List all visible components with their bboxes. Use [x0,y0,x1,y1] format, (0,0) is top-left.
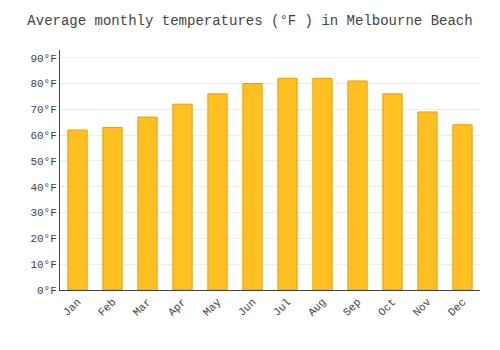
svg-text:Jan: Jan [61,296,83,318]
svg-text:Aug: Aug [306,296,328,318]
svg-text:Average monthly temperatures (: Average monthly temperatures (°F ) in Me… [27,13,472,29]
svg-text:10°F: 10°F [30,259,56,271]
svg-text:Feb: Feb [96,296,118,318]
svg-text:Mar: Mar [131,296,153,318]
svg-text:30°F: 30°F [30,207,56,219]
svg-text:Apr: Apr [166,296,188,318]
svg-text:Sep: Sep [341,296,363,318]
svg-text:Jun: Jun [236,296,258,318]
svg-text:80°F: 80°F [30,78,56,90]
svg-text:50°F: 50°F [30,156,56,168]
svg-text:70°F: 70°F [30,104,56,116]
svg-text:20°F: 20°F [30,233,56,245]
svg-text:Dec: Dec [446,296,468,318]
svg-text:Nov: Nov [411,296,434,319]
svg-text:May: May [201,296,224,319]
svg-text:0°F: 0°F [37,285,57,297]
svg-text:40°F: 40°F [30,182,56,194]
svg-text:60°F: 60°F [30,130,56,142]
svg-text:90°F: 90°F [30,53,56,65]
svg-text:Oct: Oct [376,296,398,318]
svg-text:Jul: Jul [271,296,293,318]
